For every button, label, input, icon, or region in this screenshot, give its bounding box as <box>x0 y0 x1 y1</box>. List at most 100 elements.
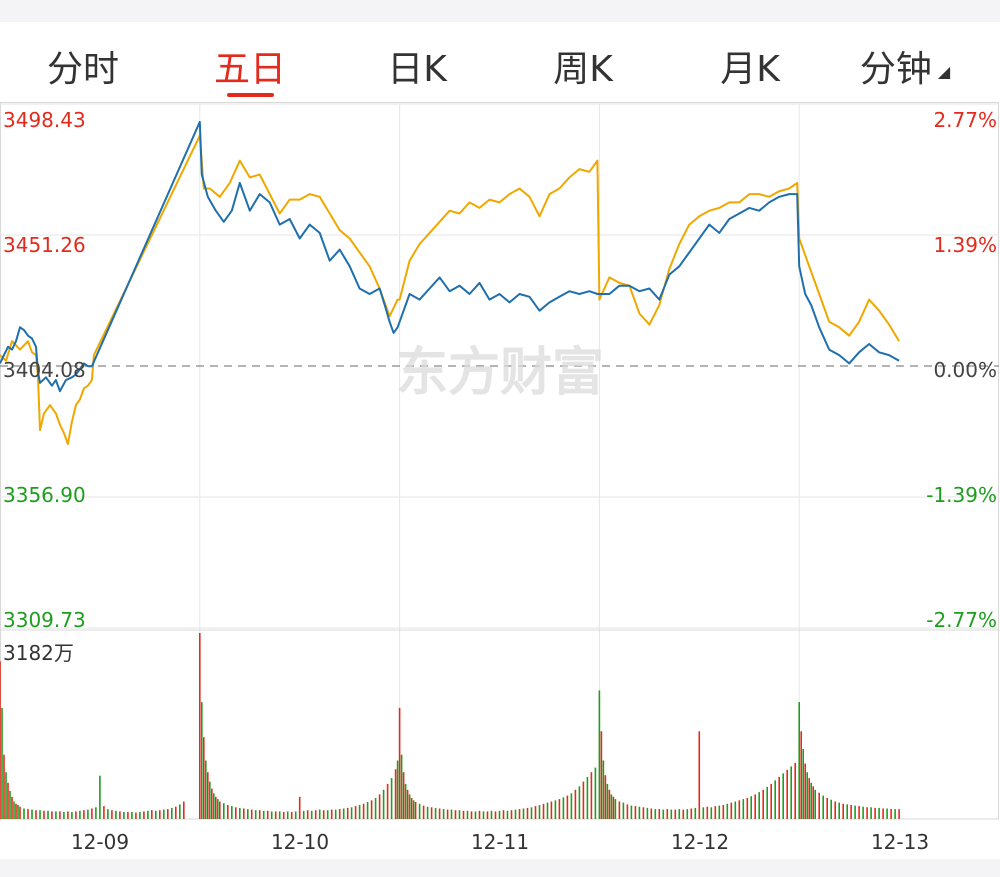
volume-bar <box>498 810 501 819</box>
volume-bar <box>538 805 541 819</box>
volume-bar <box>358 805 361 819</box>
volume-bar <box>608 789 611 819</box>
volume-bar <box>3 754 5 819</box>
volume-bar <box>530 807 533 819</box>
volume-bar <box>618 801 621 819</box>
average-line <box>0 134 900 445</box>
volume-bar <box>610 794 613 819</box>
volume-bar <box>390 778 393 819</box>
volume-bar <box>107 809 109 819</box>
volume-bar <box>786 769 788 819</box>
volume-bar <box>404 783 407 819</box>
volume-bar <box>213 793 215 819</box>
volume-bar <box>612 796 615 819</box>
volume-bar <box>115 810 117 819</box>
five-day-chart: 东方财富 3498.43 3451.26 3404.08 3356.90 330… <box>0 102 1000 854</box>
volume-bar <box>598 690 601 819</box>
volume-bar <box>698 731 701 819</box>
volume-max-label: 3182万 <box>3 641 74 665</box>
volume-bar <box>674 809 677 819</box>
volume-bar <box>606 783 609 819</box>
volume-bar <box>51 811 53 819</box>
volume-bar <box>826 798 828 819</box>
volume-bar <box>13 801 15 819</box>
tab-intraday[interactable]: 分时 <box>47 40 119 92</box>
volume-bar <box>878 807 880 819</box>
volume-bar <box>546 802 549 819</box>
volume-bar <box>15 803 17 819</box>
date-tick-1: 12-09 <box>71 830 129 854</box>
volume-bar <box>310 810 313 819</box>
volume-bar <box>330 809 333 819</box>
volume-bar <box>534 806 537 819</box>
volume-bar <box>654 809 657 819</box>
tab-daily-k[interactable]: 日K <box>387 40 447 92</box>
volume-bar <box>167 809 169 819</box>
volume-bar <box>850 805 852 819</box>
tab-five-day[interactable]: 五日 <box>214 40 286 92</box>
tab-minute-label: 分钟 <box>859 49 932 90</box>
tab-weekly-k[interactable]: 周K <box>553 40 613 92</box>
tab-minute[interactable]: 分钟 ◢ <box>860 40 950 92</box>
volume-bar <box>814 789 816 819</box>
volume-bar <box>642 807 645 819</box>
price-line <box>0 120 900 393</box>
volume-bar <box>143 811 145 819</box>
volume-bar <box>123 812 125 819</box>
volume-bar <box>201 702 203 819</box>
volume-bar <box>219 801 221 819</box>
tab-monthly-k[interactable]: 月K <box>720 40 780 92</box>
volume-bar <box>394 769 397 819</box>
volume-bar <box>812 786 814 819</box>
volume-bar <box>810 782 812 819</box>
volume-bar <box>600 731 603 819</box>
status-bar-area <box>0 0 1000 22</box>
volume-bar <box>35 810 37 819</box>
tab-intraday-label: 分时 <box>46 49 120 90</box>
volume-bar <box>402 772 405 819</box>
volume-bar <box>510 810 513 819</box>
volume-bar <box>426 806 429 819</box>
volume-bar <box>882 808 884 819</box>
volume-bar <box>702 807 705 819</box>
volume-bar <box>622 802 625 819</box>
volume-bar <box>338 809 341 819</box>
volume-bar <box>466 810 469 819</box>
volume-bar <box>278 811 281 819</box>
volume-bar <box>59 811 61 819</box>
volume-bar <box>818 792 820 819</box>
volume-bar <box>866 807 868 819</box>
volume-bar <box>163 809 165 819</box>
bottom-margin <box>0 859 1000 877</box>
volume-bar <box>854 805 856 819</box>
volume-bar <box>386 783 389 819</box>
watermark-text: 东方财富 <box>396 343 604 403</box>
volume-bar <box>870 807 872 819</box>
volume-bar <box>209 781 211 819</box>
volume-bar <box>834 801 836 819</box>
volume-bar <box>159 810 161 819</box>
volume-bar <box>199 633 201 819</box>
volume-bar <box>235 807 237 819</box>
volume-bars <box>0 633 900 819</box>
volume-bar <box>67 811 69 819</box>
price-tick-baseline: 3404.08 <box>3 358 86 382</box>
volume-bar <box>738 800 741 819</box>
volume-bar <box>734 801 737 819</box>
volume-bar <box>346 807 349 819</box>
volume-bar <box>442 809 445 819</box>
volume-bar <box>203 737 205 819</box>
volume-bar <box>151 810 153 819</box>
date-tick-4: 12-12 <box>671 830 729 854</box>
active-tab-indicator <box>227 93 274 97</box>
volume-bar <box>398 707 401 819</box>
volume-bar <box>11 796 13 819</box>
volume-bar <box>614 799 617 819</box>
volume-bar <box>243 808 245 819</box>
volume-bar <box>322 810 325 819</box>
volume-bar <box>678 809 681 819</box>
volume-bar <box>754 794 756 819</box>
volume-bar <box>438 808 441 819</box>
volume-bar <box>378 794 381 819</box>
volume-bar <box>79 810 81 819</box>
